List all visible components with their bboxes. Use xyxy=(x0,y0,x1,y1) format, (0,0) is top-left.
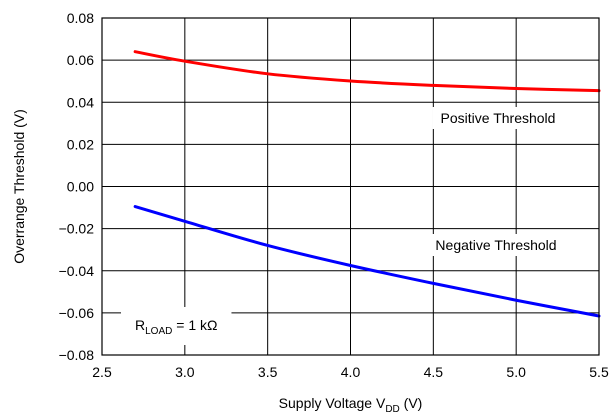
x-axis-title-unit: (V) xyxy=(400,395,423,411)
negative-label-background xyxy=(427,234,565,256)
y-tick-label: 0.04 xyxy=(67,94,94,110)
y-tick-labels: 0.08 0.06 0.04 0.02 0.00 −0.02 −0.04 −0.06 −0.08 xyxy=(59,10,95,363)
x-tick-label: 2.5 xyxy=(92,364,112,380)
x-tick-labels: 2.5 3.0 3.5 4.0 4.5 5.0 5.5 xyxy=(92,364,609,380)
x-tick-label: 5.0 xyxy=(506,364,526,380)
y-tick-label: 0.06 xyxy=(67,52,94,68)
x-tick-label: 5.5 xyxy=(589,364,609,380)
series-label-positive: Positive Threshold xyxy=(441,110,556,126)
series-line-negative xyxy=(133,205,601,318)
x-axis-title-subscript: DD xyxy=(385,404,399,415)
grid xyxy=(101,17,600,356)
y-tick-label: −0.04 xyxy=(59,263,95,279)
plot-frame xyxy=(101,17,600,356)
y-tick-label: −0.08 xyxy=(59,347,95,363)
x-tick-label: 4.5 xyxy=(424,364,444,380)
x-tick-label: 4.0 xyxy=(341,364,361,380)
rload-annotation: RLOAD = 1 kΩ xyxy=(121,307,232,345)
positive-label-background xyxy=(432,107,564,129)
y-tick-label: −0.06 xyxy=(59,305,95,321)
rload-value: = 1 kΩ xyxy=(172,317,217,333)
rload-annotation-background xyxy=(121,307,232,345)
series-line-positive xyxy=(133,50,601,93)
x-tick-label: 3.0 xyxy=(175,364,195,380)
rload-symbol: R xyxy=(135,317,145,333)
series-layer xyxy=(133,50,601,318)
y-tick-label: 0.00 xyxy=(67,179,94,195)
rload-annotation-text: RLOAD = 1 kΩ xyxy=(135,317,217,337)
rload-subscript: LOAD xyxy=(145,326,172,337)
series-labels: Positive Threshold Negative Threshold xyxy=(427,107,565,256)
x-axis-title-main: Supply Voltage V xyxy=(279,395,386,411)
y-tick-label: 0.02 xyxy=(67,136,94,152)
x-tick-label: 3.5 xyxy=(258,364,278,380)
y-tick-label: 0.08 xyxy=(67,10,94,26)
x-axis-title: Supply Voltage VDD (V) xyxy=(279,395,423,415)
y-tick-label: −0.02 xyxy=(59,221,95,237)
y-axis-title: Overrange Threshold (V) xyxy=(11,109,27,264)
series-label-negative: Negative Threshold xyxy=(435,237,556,253)
